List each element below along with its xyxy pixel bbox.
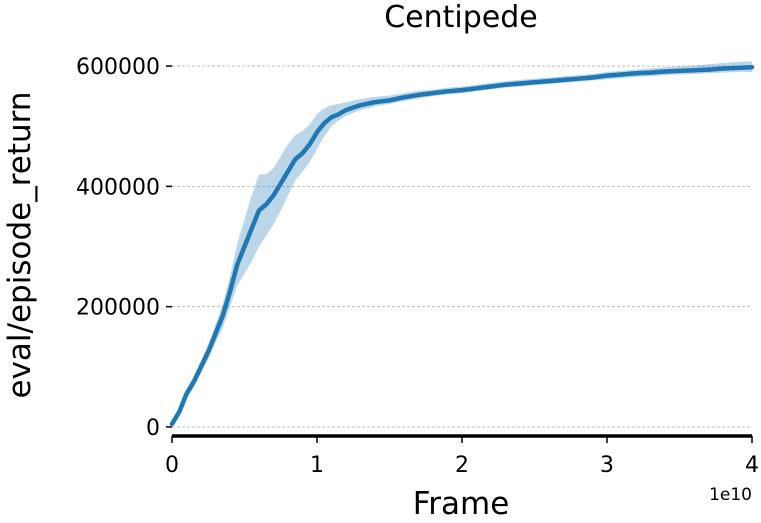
confidence-band bbox=[172, 61, 752, 427]
y-tick-label: 200000 bbox=[76, 296, 160, 321]
x-tick-label: 0 bbox=[165, 453, 179, 478]
y-tick-label: 0 bbox=[146, 416, 160, 441]
y-tick-label: 400000 bbox=[76, 175, 160, 200]
x-tick-label: 1 bbox=[310, 453, 324, 478]
y-axis-label: eval/episode_return bbox=[2, 92, 38, 399]
x-axis-label: Frame bbox=[413, 486, 510, 522]
x-ticks: 0 1 2 3 4 bbox=[165, 436, 759, 478]
series-line bbox=[169, 65, 755, 427]
x-tick-label: 3 bbox=[600, 453, 614, 478]
confidence-band-layer bbox=[172, 61, 752, 427]
y-tick-label: 600000 bbox=[76, 55, 160, 80]
y-ticks: 0 200000 400000 600000 bbox=[76, 55, 172, 441]
x-tick-label: 4 bbox=[745, 453, 759, 478]
grid-lines bbox=[172, 65, 752, 428]
series-line-layer bbox=[169, 65, 755, 427]
chart-title: Centipede bbox=[384, 0, 538, 35]
x-tick-label: 2 bbox=[455, 453, 469, 478]
x-axis-offset-label: 1e10 bbox=[709, 485, 752, 505]
